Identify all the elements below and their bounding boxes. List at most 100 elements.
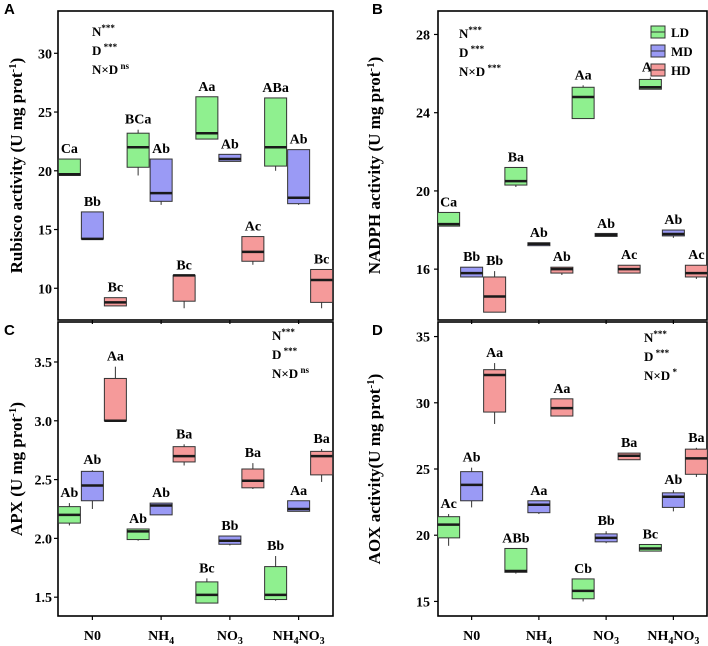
box-body bbox=[241, 236, 265, 262]
box-body bbox=[661, 492, 685, 508]
box-body bbox=[57, 158, 81, 176]
box-hd-no3: Ba bbox=[617, 436, 641, 461]
box-md-nh4: Aa bbox=[527, 484, 551, 515]
x-tick-label-n0: N0 bbox=[84, 629, 101, 644]
x-tick-label-nh4no3: NH4NO3 bbox=[647, 629, 699, 646]
significance-label: Bb bbox=[598, 514, 615, 529]
significance-label: Ba bbox=[245, 446, 261, 461]
significance-label: Ab bbox=[152, 486, 170, 501]
box-body bbox=[264, 97, 288, 167]
box-hd-no3: Ac bbox=[241, 220, 265, 265]
box-body bbox=[126, 528, 150, 541]
plot-frame bbox=[437, 321, 708, 617]
box-body bbox=[172, 446, 196, 463]
significance-label: Aa bbox=[575, 68, 592, 83]
significance-label: Bc bbox=[643, 527, 659, 542]
stat-line: D *** bbox=[272, 346, 298, 362]
stat-line: N×D * bbox=[644, 367, 677, 383]
x-tick-label-nh4no3: NH4NO3 bbox=[273, 629, 325, 646]
panel-letter: C bbox=[4, 322, 15, 339]
significance-label: Ba bbox=[176, 427, 192, 442]
box-hd-n0: Bc bbox=[103, 281, 127, 307]
box-ld-nh4no3: ABa bbox=[262, 81, 289, 171]
significance-label: Ab bbox=[463, 451, 481, 466]
box-body bbox=[103, 377, 127, 422]
significance-label: Bb bbox=[221, 519, 238, 534]
box-md-no3: Bb bbox=[594, 514, 618, 544]
legend: LD MD HD bbox=[650, 25, 693, 78]
box-md-no3: Ab bbox=[594, 217, 618, 237]
stat-line: N*** bbox=[459, 25, 482, 41]
y-tick-label: 30 bbox=[38, 47, 52, 62]
panel-letter: B bbox=[372, 1, 383, 18]
significance-label: Ab bbox=[60, 486, 78, 501]
x-tick-label-nh4: NH4 bbox=[526, 629, 552, 646]
x-tick-label-no3: NO3 bbox=[217, 629, 243, 646]
box-body bbox=[684, 264, 708, 278]
significance-label: Ac bbox=[621, 248, 637, 263]
box-ld-nh4no3: Bb bbox=[264, 539, 288, 601]
box-body bbox=[287, 149, 311, 205]
significance-label: Ab bbox=[152, 142, 170, 157]
significance-label: Ba bbox=[688, 431, 704, 446]
y-tick-label: 16 bbox=[416, 263, 430, 278]
panel-a: A 10 15 20 25 30 Rubisco activity (U mg prot-1… bbox=[4, 1, 334, 324]
significance-label: Ab bbox=[530, 226, 548, 241]
significance-label: Ba bbox=[508, 150, 524, 165]
box-md-nh4: Ab bbox=[149, 142, 173, 205]
significance-label: Ab bbox=[597, 217, 615, 232]
significance-label: Aa bbox=[486, 346, 503, 361]
box-body bbox=[172, 274, 196, 302]
stat-line: D *** bbox=[459, 44, 485, 60]
y-axis-label: APX (U mg prot-1) bbox=[7, 402, 26, 536]
box-hd-nh4: Aa bbox=[550, 382, 574, 417]
box-ld-no3: Bc bbox=[195, 561, 219, 604]
box-ld-no3: Aa bbox=[571, 68, 595, 120]
box-md-n0: Ab bbox=[80, 453, 104, 509]
box-body bbox=[195, 96, 219, 140]
significance-label: Ab bbox=[664, 473, 682, 488]
box-md-nh4no3: Ab bbox=[661, 473, 685, 512]
box-body bbox=[504, 166, 528, 186]
significance-label: Bc bbox=[176, 258, 192, 273]
box-body bbox=[310, 268, 334, 303]
stat-line: N*** bbox=[272, 327, 295, 343]
significance-label: Bc bbox=[314, 252, 330, 267]
y-tick-label: 1.5 bbox=[35, 591, 53, 606]
legend-label-ld: LD bbox=[671, 25, 689, 40]
box-hd-no3: Ac bbox=[617, 248, 641, 274]
box-md-n0: Ab bbox=[460, 451, 484, 508]
legend-label-hd: HD bbox=[671, 63, 691, 78]
box-hd-n0: Aa bbox=[483, 346, 507, 424]
significance-label: Aa bbox=[198, 80, 215, 95]
y-tick-label: 15 bbox=[38, 224, 52, 239]
y-tick-label: 3.0 bbox=[35, 415, 53, 430]
box-ld-n0: Ab bbox=[57, 486, 81, 526]
box-md-n0: Bb bbox=[80, 195, 104, 241]
box-md-nh4: Ab bbox=[527, 226, 551, 247]
significance-label: Ac bbox=[245, 220, 261, 235]
significance-label: Bc bbox=[108, 281, 124, 296]
box-hd-nh4no3: Ac bbox=[684, 248, 708, 279]
stat-line: N*** bbox=[644, 329, 667, 345]
box-hd-nh4: Bc bbox=[172, 258, 196, 309]
y-tick-label: 24 bbox=[416, 107, 430, 122]
significance-label: Ca bbox=[440, 195, 457, 210]
box-ld-nh4: BCa bbox=[125, 113, 151, 176]
y-axis-label: AOX activity(U mg prot-1) bbox=[365, 374, 384, 565]
box-hd-nh4: Ab bbox=[550, 250, 574, 276]
significance-label: Aa bbox=[553, 382, 570, 397]
significance-label: Bb bbox=[84, 195, 101, 210]
box-ld-n0: Ca bbox=[437, 195, 461, 227]
significance-label: Bb bbox=[463, 250, 480, 265]
box-body bbox=[460, 471, 484, 502]
y-tick-label: 15 bbox=[416, 595, 430, 610]
box-body bbox=[241, 468, 265, 489]
x-tick-label-n0: N0 bbox=[463, 629, 480, 644]
box-hd-nh4no3: Ba bbox=[684, 431, 708, 477]
box-ld-no3: Cb bbox=[571, 562, 595, 602]
box-ld-nh4no3: Bc bbox=[638, 527, 662, 552]
box-ld-no3: Aa bbox=[195, 80, 219, 140]
y-tick-label: 25 bbox=[416, 463, 430, 478]
significance-label: Bb bbox=[486, 254, 503, 269]
